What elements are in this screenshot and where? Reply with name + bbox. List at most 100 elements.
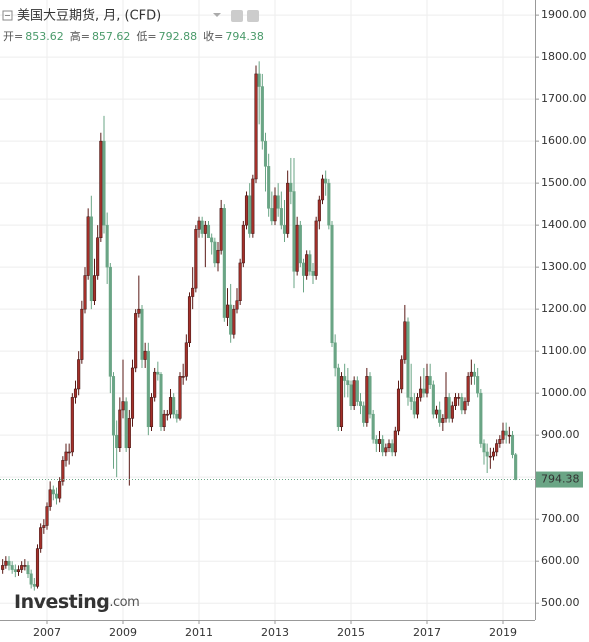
candle-body: [96, 237, 100, 276]
candle-body: [450, 405, 454, 419]
candle-body: [415, 397, 420, 415]
candle-body: [89, 216, 93, 302]
candle-body: [330, 224, 334, 344]
candle-body: [460, 397, 464, 411]
ohlc-label: 开=: [3, 30, 23, 43]
candle-body: [42, 525, 46, 528]
candle-body: [510, 434, 515, 455]
close-icon[interactable]: [247, 10, 259, 22]
y-tick-label: 1600.00: [541, 134, 587, 147]
candle-body: [248, 195, 252, 234]
candle-body: [162, 413, 166, 428]
candle-body: [86, 216, 90, 276]
candle-body: [466, 376, 470, 402]
candle-body: [130, 367, 135, 419]
candle-body: [339, 376, 344, 428]
candle-body: [149, 397, 154, 428]
candle-body: [279, 208, 283, 226]
candle-body: [51, 489, 55, 495]
candle-body: [244, 195, 249, 226]
candle-body: [232, 308, 236, 335]
candle-body: [358, 401, 363, 407]
candle-body: [168, 397, 173, 415]
candle-body: [355, 380, 359, 402]
candle-body: [453, 397, 458, 407]
candle-body: [352, 380, 356, 407]
candle-body: [346, 380, 350, 386]
candle-body: [83, 275, 87, 310]
x-tick-label: 2013: [261, 626, 289, 639]
candle-body: [191, 287, 195, 297]
chart-title: 美国大豆期货, 月, (CFD): [17, 8, 161, 24]
y-tick-label: 600.00: [541, 554, 580, 567]
candle-body: [419, 388, 423, 398]
candle-body: [507, 434, 511, 437]
candle-body: [197, 220, 201, 230]
candle-body: [273, 195, 277, 222]
candle-body: [187, 296, 192, 344]
candle-body: [482, 443, 486, 453]
candle-body: [425, 376, 429, 394]
watermark-brand: Investing: [14, 591, 109, 613]
candle-body: [491, 451, 496, 457]
candle-body: [324, 178, 328, 184]
candle-body: [102, 140, 106, 226]
candle-body: [447, 397, 451, 419]
ohlc-value: 857.62: [92, 30, 131, 43]
candle-body: [111, 376, 116, 436]
dropdown-icon[interactable]: [213, 13, 221, 17]
ohlc-value: 853.62: [25, 30, 64, 43]
candle-body: [134, 313, 138, 369]
candle-body: [203, 224, 207, 234]
candle-body: [514, 454, 518, 480]
candle-body: [387, 443, 391, 449]
candle-body: [29, 573, 33, 585]
candle-body: [178, 376, 182, 419]
y-tick-label: 1200.00: [541, 302, 587, 315]
candle-body: [498, 439, 502, 444]
candle-body: [485, 451, 489, 457]
candle-body: [225, 304, 230, 318]
candle-body: [327, 182, 331, 226]
candle-body: [501, 430, 505, 440]
candle-body: [295, 224, 299, 272]
settings-icon[interactable]: [231, 10, 243, 22]
candle-body: [10, 565, 14, 570]
collapse-icon[interactable]: [2, 10, 13, 21]
y-tick-label: 700.00: [541, 512, 580, 525]
candle-body: [301, 262, 306, 276]
ohlc-value: 792.88: [159, 30, 198, 43]
candle-body: [333, 342, 337, 369]
candle-body: [479, 392, 483, 444]
candle-body: [400, 359, 404, 390]
y-tick-label: 1900.00: [541, 8, 587, 21]
candle-body: [175, 413, 179, 419]
candle-body: [343, 376, 347, 381]
candle-body: [108, 266, 112, 377]
candle-body: [20, 565, 24, 570]
x-tick-label: 2015: [337, 626, 365, 639]
candle-body: [374, 439, 378, 444]
candle-body: [238, 262, 242, 302]
candle-body: [54, 493, 59, 499]
candle-body: [314, 220, 318, 276]
candle-body: [368, 376, 372, 415]
candle-body: [472, 371, 477, 377]
candle-body: [219, 208, 223, 251]
y-tick-label: 900.00: [541, 428, 580, 441]
candle-body: [4, 560, 8, 566]
candle-body: [1, 565, 5, 570]
candle-body: [431, 384, 435, 415]
y-tick-label: 500.00: [541, 596, 580, 609]
watermark-suffix: .com: [109, 595, 139, 610]
candle-body: [143, 350, 147, 360]
candle-body: [384, 447, 388, 453]
candle-body: [213, 241, 217, 264]
candle-body: [476, 376, 480, 394]
y-tick-label: 1400.00: [541, 218, 587, 231]
candle-body: [251, 178, 255, 234]
y-tick-label: 1800.00: [541, 50, 587, 63]
candle-body: [396, 388, 401, 432]
candle-body: [115, 434, 119, 449]
